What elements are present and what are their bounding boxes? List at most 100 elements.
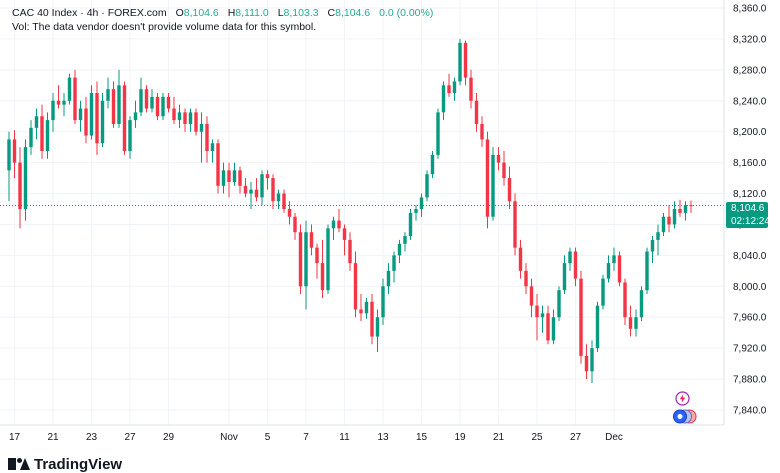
candle-body (562, 263, 567, 291)
candle-body (441, 85, 446, 113)
candle-body (161, 96, 165, 117)
candle-body (458, 42, 462, 82)
time-tick-label: 11 (339, 432, 350, 443)
candle-body (29, 127, 33, 148)
candle-body (144, 89, 149, 109)
candle-body (210, 143, 215, 152)
candle-body (650, 239, 655, 252)
candle-body (419, 197, 424, 209)
price-tick-label: 8,040.0 (733, 251, 767, 262)
high-label: H (227, 7, 236, 19)
candle-body (370, 301, 374, 337)
logo-text: TradingView (34, 455, 123, 473)
price-tick-label: 8,240.0 (733, 96, 767, 107)
candle-body (606, 263, 611, 279)
candle-body (540, 313, 545, 318)
price-tick-label: 8,360.0 (733, 4, 767, 15)
price-tick-label: 7,840.0 (733, 406, 767, 417)
price-tick-label: 8,280.0 (733, 65, 767, 76)
candle-body (397, 243, 402, 256)
last-price-badge: 8,104.6 02:12:24 (726, 202, 770, 228)
candle-body (436, 112, 440, 155)
high-value: 8,111.0 (235, 7, 269, 19)
candle-body (480, 123, 484, 140)
candle-body (392, 255, 396, 271)
candle-body (7, 139, 11, 171)
open-value: 8,104.6 (183, 7, 219, 19)
candle-body (678, 209, 682, 213)
candle-body (122, 85, 127, 152)
time-tick-label: 15 (416, 432, 428, 443)
candle-body (381, 286, 385, 318)
candle-body (282, 193, 286, 209)
candle-body (639, 290, 644, 318)
candle-body (100, 100, 105, 144)
candle-body (524, 270, 528, 287)
candle-body (78, 108, 83, 121)
candle-body (205, 123, 209, 152)
time-tick-label: Nov (220, 432, 238, 443)
candle-body (502, 162, 506, 179)
candle-body (298, 232, 303, 287)
candle-body (353, 263, 358, 310)
candle-body (249, 189, 253, 194)
candle-body (304, 232, 308, 287)
candle-body (584, 355, 589, 372)
candle-body (656, 232, 660, 240)
change-value: 0.0 (0.00%) (379, 7, 434, 19)
tradingview-logo[interactable]: TradingView (8, 455, 123, 473)
candle-body (326, 228, 330, 291)
candle-body (111, 89, 116, 124)
candle-body (634, 317, 638, 329)
lightning-icon[interactable] (675, 391, 690, 406)
candle-body (166, 96, 171, 109)
candle-body (474, 100, 479, 124)
candle-body (89, 93, 94, 136)
candle-body (287, 209, 292, 217)
candle-body (51, 100, 55, 121)
time-tick-label: Dec (605, 432, 623, 443)
volume-note: Vol: The data vendor doesn't provide vol… (12, 21, 317, 33)
last-price-value: 8,104.6 (731, 203, 765, 214)
candle-body (254, 189, 259, 198)
candle-body (529, 286, 534, 306)
candle-body (364, 301, 369, 314)
candle-body (232, 170, 237, 182)
candle-body (601, 278, 605, 306)
candle-body (62, 100, 66, 105)
candle-body (595, 305, 600, 349)
candle-body (359, 309, 363, 314)
candle-body (337, 220, 341, 229)
data-sources-icon[interactable] (672, 409, 698, 424)
price-tick-label: 8,200.0 (733, 127, 767, 138)
candle-body (238, 170, 242, 186)
candle-body (34, 116, 39, 128)
candle-body (271, 178, 275, 202)
candle-body (84, 108, 88, 136)
candle-body (491, 154, 495, 217)
candle-body (155, 96, 160, 117)
candle-body (579, 278, 583, 356)
candle-body (551, 317, 556, 341)
candle-body (172, 108, 176, 121)
close-label: C (327, 7, 336, 19)
candle-body (375, 317, 380, 337)
candle-body (535, 305, 539, 318)
candle-body (199, 123, 204, 132)
candle-body (293, 216, 297, 233)
candle-body (40, 116, 44, 152)
candle-body (617, 255, 622, 283)
price-tick-label: 8,120.0 (733, 189, 767, 200)
candle-body (276, 193, 281, 202)
candle-body (557, 290, 561, 318)
price-tick-label: 7,960.0 (733, 313, 767, 324)
candle-body (106, 89, 110, 101)
candle-body (452, 81, 457, 94)
symbol-title[interactable]: CAC 40 Index · 4h · FOREX.com (12, 7, 167, 19)
candle-body (260, 174, 264, 198)
candle-body (496, 154, 501, 163)
time-axis[interactable]: 17 21 23 27 29 Nov 5 7 11 13 15 19 21 25 27 Dec (9, 432, 623, 443)
symbol-legend[interactable]: CAC 40 Index · 4h · FOREX.com O8,104.6 H… (12, 7, 433, 19)
time-tick-label: 17 (9, 432, 21, 443)
